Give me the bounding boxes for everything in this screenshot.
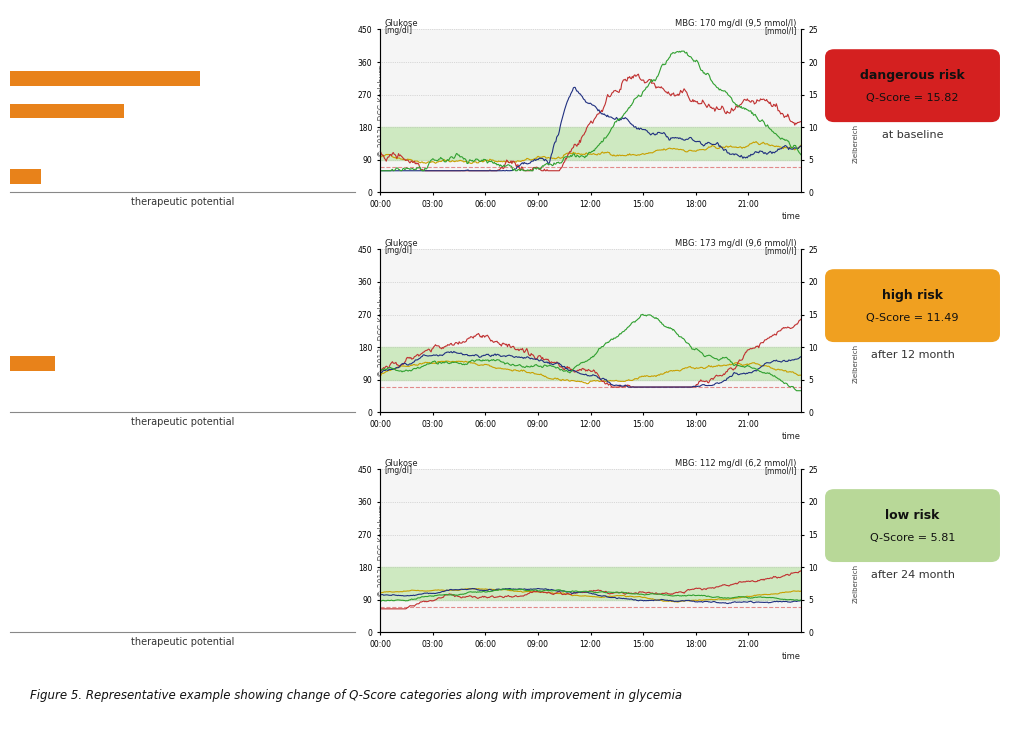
Text: [mmol/l]: [mmol/l] <box>764 466 797 475</box>
Text: [mg/dl]: [mg/dl] <box>384 246 412 255</box>
Text: time: time <box>782 432 801 441</box>
Text: [mmol/l]: [mmol/l] <box>764 246 797 255</box>
Text: Glukose: Glukose <box>384 459 418 467</box>
Text: [mg/dl]: [mg/dl] <box>384 466 412 475</box>
X-axis label: therapeutic potential: therapeutic potential <box>131 417 234 426</box>
Text: time: time <box>782 212 801 221</box>
Text: Figure 5. Representative example showing change of Q-Score categories along with: Figure 5. Representative example showing… <box>31 689 683 703</box>
Text: © 2013 - DCC Karlsburg: © 2013 - DCC Karlsburg <box>377 65 387 157</box>
Text: MBG: 173 mg/dl (9,6 mmol/l): MBG: 173 mg/dl (9,6 mmol/l) <box>675 239 797 248</box>
Text: Zielbereich: Zielbereich <box>852 344 858 383</box>
FancyBboxPatch shape <box>827 270 998 341</box>
Text: Zielbereich: Zielbereich <box>852 124 858 163</box>
Bar <box>10 169 41 184</box>
Text: MBG: 112 mg/dl (6,2 mmol/l): MBG: 112 mg/dl (6,2 mmol/l) <box>675 459 797 467</box>
Text: Zielbereich: Zielbereich <box>852 564 858 603</box>
Text: © 2013 - DCC Karlsburg: © 2013 - DCC Karlsburg <box>377 284 387 377</box>
Bar <box>380 127 801 160</box>
FancyBboxPatch shape <box>827 490 998 561</box>
Text: after 12 month: after 12 month <box>871 351 954 360</box>
FancyBboxPatch shape <box>827 51 998 121</box>
Text: time: time <box>782 652 801 661</box>
Bar <box>10 71 199 86</box>
Text: Glukose: Glukose <box>384 19 418 28</box>
X-axis label: therapeutic potential: therapeutic potential <box>131 637 234 647</box>
Text: Q-Score = 11.49: Q-Score = 11.49 <box>867 313 959 323</box>
Text: after 24 month: after 24 month <box>871 570 955 581</box>
X-axis label: therapeutic potential: therapeutic potential <box>131 197 234 207</box>
Bar <box>380 347 801 380</box>
Text: © 2013 - DCC Karlsburg: © 2013 - DCC Karlsburg <box>377 505 387 597</box>
Text: Q-Score = 5.81: Q-Score = 5.81 <box>870 533 955 543</box>
Bar <box>10 104 124 118</box>
Text: low risk: low risk <box>885 509 940 522</box>
Text: high risk: high risk <box>882 289 943 302</box>
Bar <box>380 567 801 600</box>
Bar <box>10 356 56 371</box>
Text: MBG: 170 mg/dl (9,5 mmol/l): MBG: 170 mg/dl (9,5 mmol/l) <box>675 19 797 28</box>
Text: [mmol/l]: [mmol/l] <box>764 26 797 35</box>
Text: [mg/dl]: [mg/dl] <box>384 26 412 35</box>
Text: dangerous risk: dangerous risk <box>860 69 965 82</box>
Text: at baseline: at baseline <box>882 130 944 140</box>
Text: Glukose: Glukose <box>384 239 418 248</box>
Text: Q-Score = 15.82: Q-Score = 15.82 <box>867 93 959 103</box>
